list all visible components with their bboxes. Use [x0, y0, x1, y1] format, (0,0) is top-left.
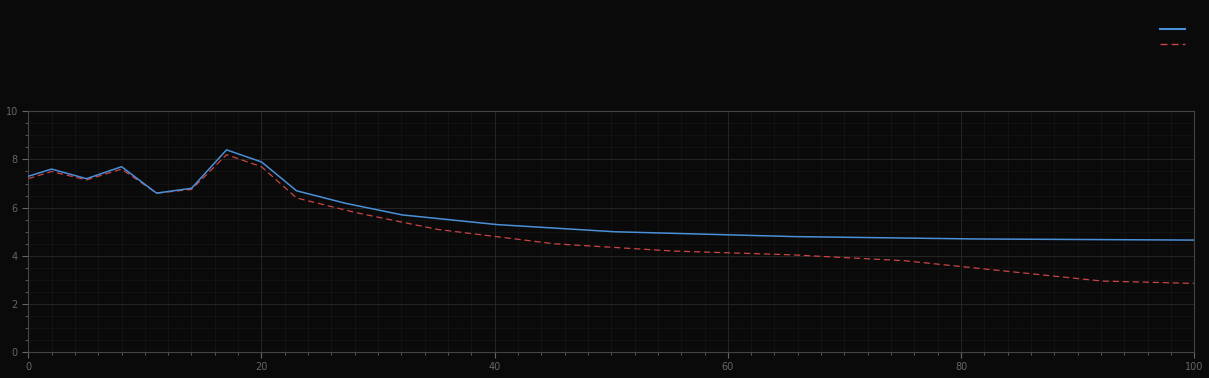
Legend: , : , [1161, 25, 1190, 50]
